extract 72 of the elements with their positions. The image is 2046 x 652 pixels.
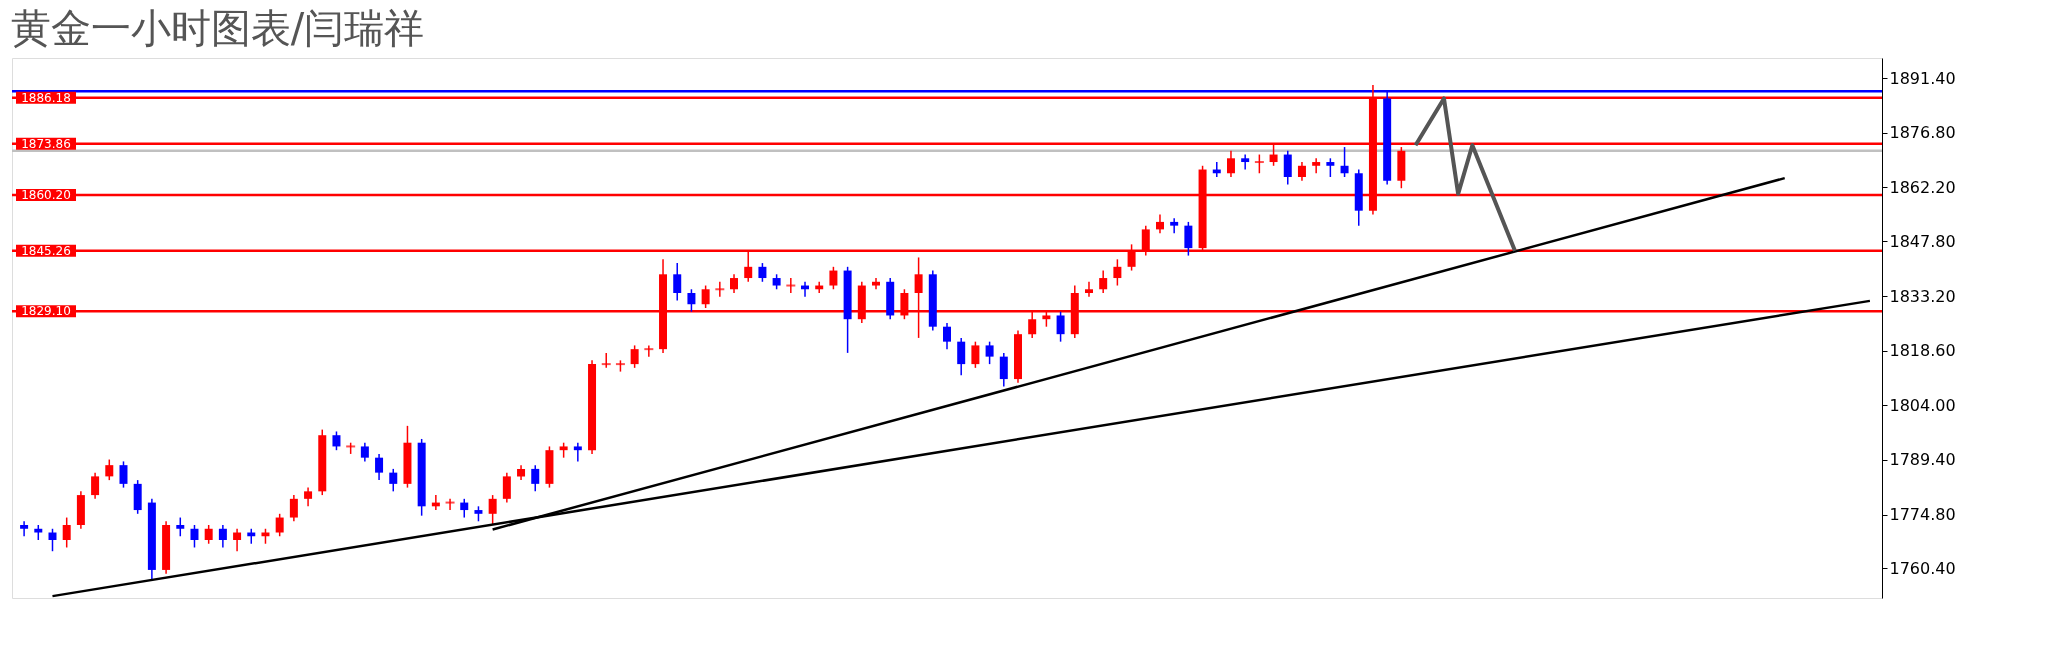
candlestick xyxy=(332,430,341,451)
candlestick xyxy=(20,520,29,537)
candlestick xyxy=(1084,281,1093,298)
candlestick xyxy=(673,262,682,302)
candlestick xyxy=(1283,150,1292,186)
y-tick-label: 1774.80 xyxy=(1889,505,1956,525)
candlestick xyxy=(644,344,654,358)
y-tick-label: 1862.20 xyxy=(1889,177,1956,197)
candlestick xyxy=(375,453,384,481)
ref-line-label: 1829.10 xyxy=(21,304,71,319)
candlestick xyxy=(62,516,71,549)
candlestick xyxy=(105,458,114,481)
y-tick-label: 1876.80 xyxy=(1889,123,1956,143)
candlestick xyxy=(48,528,57,552)
candlestick xyxy=(289,494,298,523)
candlestick xyxy=(1312,157,1321,175)
candlestick xyxy=(460,498,469,519)
candlestick xyxy=(630,344,639,369)
candlestick xyxy=(1254,153,1264,175)
candlestick xyxy=(715,281,725,298)
candlestick xyxy=(1226,150,1235,178)
candlestick xyxy=(943,322,951,350)
candlestick xyxy=(701,284,710,309)
candlestick xyxy=(304,486,313,508)
y-tick-label: 1804.00 xyxy=(1889,395,1956,415)
candlestick xyxy=(999,352,1008,388)
ref-line-label: 1873.86 xyxy=(21,136,71,151)
candlestick xyxy=(573,441,582,463)
candlestick xyxy=(275,513,284,537)
candlestick xyxy=(1155,213,1164,234)
candlestick xyxy=(1241,153,1250,171)
candlestick xyxy=(233,528,242,552)
candlestick xyxy=(971,340,980,369)
y-tick-label: 1847.80 xyxy=(1889,231,1956,251)
candlestick xyxy=(531,464,540,493)
y-tick-label: 1833.20 xyxy=(1889,286,1956,306)
candlestick xyxy=(758,262,767,283)
candlestick xyxy=(957,337,966,377)
candlestick xyxy=(389,468,398,493)
candlestick xyxy=(786,277,796,294)
ref-line-label: 1860.20 xyxy=(21,187,71,202)
candlestick xyxy=(91,471,100,500)
candlestick xyxy=(1056,310,1065,343)
chart-title: 黄金一小时图表/闫瑞祥 xyxy=(10,5,425,51)
candlestick xyxy=(687,288,696,313)
candlestick xyxy=(1184,221,1193,257)
ref-line-label: 1845.26 xyxy=(21,243,71,258)
candlestick xyxy=(1340,146,1349,178)
candlestick xyxy=(502,471,511,504)
line-series xyxy=(1413,96,1517,253)
candlestick xyxy=(1170,217,1179,234)
y-tick-label: 1891.40 xyxy=(1889,68,1956,88)
candlestick xyxy=(445,498,455,511)
candlestick xyxy=(218,524,227,549)
candlestick xyxy=(1297,161,1306,182)
candlestick xyxy=(488,494,497,526)
candlestick xyxy=(1113,258,1122,287)
candlestick xyxy=(204,524,213,545)
candlestick xyxy=(190,524,199,549)
y-tick-label: 1789.40 xyxy=(1889,450,1956,470)
candlestick xyxy=(829,266,838,291)
candlestick xyxy=(1326,157,1335,178)
ref-line-label: 1886.18 xyxy=(21,90,71,105)
y-tick-label: 1760.40 xyxy=(1889,558,1956,578)
candlestick xyxy=(601,352,611,369)
candlestick xyxy=(119,460,128,489)
candlestick xyxy=(730,273,739,294)
y-tick-label: 1818.60 xyxy=(1889,341,1956,361)
candlestick xyxy=(1099,269,1108,294)
candlestick xyxy=(360,441,369,463)
candlestick xyxy=(176,516,185,537)
candlestick xyxy=(985,340,994,365)
